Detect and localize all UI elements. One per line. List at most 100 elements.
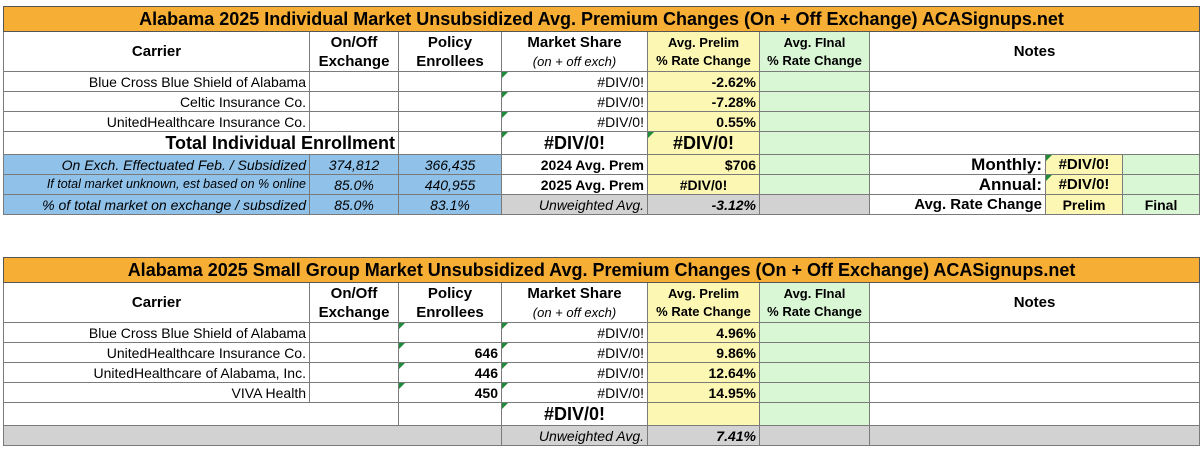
total-prelim-cell	[647, 402, 760, 426]
col-final-header: Avg. FInal% Rate Change	[759, 31, 870, 72]
notes-cell	[868, 91, 1201, 112]
notes-cell	[868, 362, 1201, 383]
enrollees-cell: 450	[398, 382, 502, 403]
share-cell: #DIV/0!	[501, 322, 648, 343]
onoff-cell	[309, 322, 399, 343]
avg-prem-value: #DIV/0!	[647, 174, 760, 195]
prelim-cell: 12.64%	[647, 362, 760, 383]
notes-cell	[868, 342, 1201, 363]
final-cell	[759, 382, 870, 403]
total-notes-cell	[868, 131, 1201, 155]
final-label: Final	[1121, 194, 1201, 215]
carrier-name: UnitedHealthcare of Alabama, Inc.	[3, 362, 310, 383]
prelim-cell: 4.96%	[647, 322, 760, 343]
annual-final	[1121, 174, 1201, 195]
prelim-cell: -2.62%	[647, 71, 760, 92]
summary-value-1: 85.0%	[309, 194, 399, 215]
monthly-label: Monthly:	[869, 154, 1046, 175]
col-enrollees-header: Policy Enrollees	[398, 31, 502, 72]
col-carrier-header: Carrier	[3, 282, 310, 323]
prelim-cell: 9.86%	[647, 342, 760, 363]
col-notes-header: Notes	[868, 31, 1201, 72]
summary-row: On Exch. Effectuated Feb. / Subsidized 3…	[3, 154, 1201, 175]
table-row: UnitedHealthcare Insurance Co. 646 #DIV/…	[3, 342, 1201, 363]
unweighted-avg-value: 7.41%	[647, 425, 760, 446]
prelim-cell: 14.95%	[647, 382, 760, 403]
avg-prem-value: $706	[647, 154, 760, 175]
small-group-title: Alabama 2025 Small Group Market Unsubsid…	[2, 257, 1201, 283]
total-enrollees-cell	[398, 131, 502, 155]
share-cell: #DIV/0!	[501, 342, 648, 363]
unweighted-avg-label: Unweighted Avg.	[501, 425, 648, 446]
prelim-cell: 0.55%	[647, 111, 760, 132]
share-cell: #DIV/0!	[501, 382, 648, 403]
table-row: VIVA Health 450 #DIV/0! 14.95%	[3, 382, 1201, 403]
final-cell	[759, 71, 870, 92]
enrollees-cell	[398, 322, 502, 343]
col-share-header: Market Share (on + off exch)	[501, 282, 648, 323]
individual-market-table: Alabama 2025 Individual Market Unsubsidi…	[2, 6, 1201, 215]
notes-cell	[868, 322, 1201, 343]
carrier-name: UnitedHealthcare Insurance Co.	[3, 111, 310, 132]
unweighted-avg-value: -3.12%	[647, 194, 760, 215]
avg-prem-label: 2025 Avg. Prem	[501, 174, 648, 195]
col-notes-header: Notes	[868, 282, 1201, 323]
individual-title: Alabama 2025 Individual Market Unsubsidi…	[2, 6, 1201, 32]
monthly-final	[1121, 154, 1201, 175]
total-enrollees-cell	[398, 402, 502, 426]
share-cell: #DIV/0!	[501, 362, 648, 383]
onoff-cell	[309, 362, 399, 383]
enrollees-cell: 446	[398, 362, 502, 383]
col-enrollees-header: Policy Enrollees	[398, 282, 502, 323]
col-final-header: Avg. FInal% Rate Change	[759, 282, 870, 323]
final-cell	[759, 91, 870, 112]
table-row: Celtic Insurance Co. #DIV/0! -7.28%	[3, 91, 1201, 112]
summary-value-1: 85.0%	[309, 174, 399, 195]
table-row: UnitedHealthcare of Alabama, Inc. 446 #D…	[3, 362, 1201, 383]
onoff-cell	[309, 382, 399, 403]
total-enrollment-label: Total Individual Enrollment	[3, 131, 399, 155]
col-share-header: Market Share (on + off exch)	[501, 31, 648, 72]
notes-cell	[868, 71, 1201, 92]
final-cell	[759, 362, 870, 383]
unweighted-spacer	[3, 425, 502, 446]
small-group-market-table: Alabama 2025 Small Group Market Unsubsid…	[2, 257, 1201, 446]
col-onoff-header: On/Off Exchange	[309, 282, 399, 323]
enrollees-cell	[398, 91, 502, 112]
unweighted-row: Unweighted Avg. 7.41%	[3, 425, 1201, 446]
annual-value: #DIV/0!	[1045, 174, 1123, 195]
prelim-label: Prelim	[1045, 194, 1123, 215]
avg-rate-change-label: Avg. Rate Change	[869, 194, 1046, 215]
summary-label: On Exch. Effectuated Feb. / Subsidized	[3, 154, 310, 175]
summary-value-2: 83.1%	[398, 194, 502, 215]
enrollees-cell	[398, 111, 502, 132]
total-row: Total Individual Enrollment #DIV/0! #DIV…	[3, 131, 1201, 155]
total-notes-cell	[868, 402, 1201, 426]
total-final-cell	[759, 131, 870, 155]
carrier-name: Blue Cross Blue Shield of Alabama	[3, 71, 310, 92]
unweighted-notes-cell	[868, 425, 1201, 446]
annual-label: Annual:	[869, 174, 1046, 195]
final-cell	[759, 322, 870, 343]
share-cell: #DIV/0!	[501, 91, 648, 112]
summary-value-1: 374,812	[309, 154, 399, 175]
carrier-name: UnitedHealthcare Insurance Co.	[3, 342, 310, 363]
share-cell: #DIV/0!	[501, 111, 648, 132]
total-label-cell	[3, 402, 399, 426]
prelim-cell: -7.28%	[647, 91, 760, 112]
summary-row: % of total market on exchange / subsdize…	[3, 194, 1201, 215]
table-row: UnitedHealthcare Insurance Co. #DIV/0! 0…	[3, 111, 1201, 132]
col-prelim-header: Avg. Prelim% Rate Change	[647, 282, 760, 323]
col-prelim-header: Avg. Prelim% Rate Change	[647, 31, 760, 72]
onoff-cell	[309, 111, 399, 132]
share-cell: #DIV/0!	[501, 71, 648, 92]
carrier-name: Blue Cross Blue Shield of Alabama	[3, 322, 310, 343]
enrollees-cell	[398, 71, 502, 92]
total-final-cell	[759, 402, 870, 426]
final-cell	[759, 342, 870, 363]
summary-final-cell	[759, 154, 870, 175]
summary-label: If total market unknown, est based on % …	[3, 174, 310, 195]
summary-value-2: 440,955	[398, 174, 502, 195]
col-onoff-header: On/Off Exchange	[309, 31, 399, 72]
carrier-name: Celtic Insurance Co.	[3, 91, 310, 112]
